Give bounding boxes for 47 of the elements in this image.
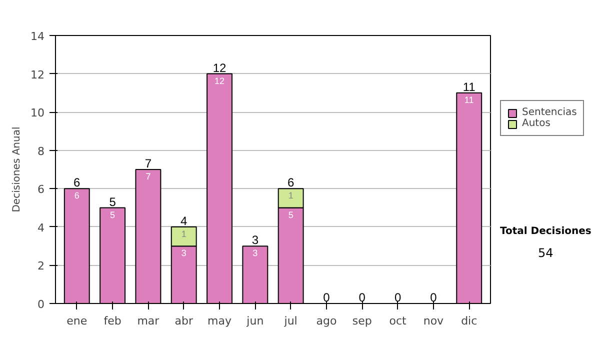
text: 54 bbox=[537, 245, 554, 262]
x-tick-label: jun bbox=[246, 314, 264, 328]
total-label: 7 bbox=[144, 156, 152, 170]
total-label: 0 bbox=[358, 290, 366, 304]
data-label: 11 bbox=[464, 94, 474, 105]
data-label: 7 bbox=[146, 172, 151, 182]
total-label: 0 bbox=[394, 290, 402, 304]
x-tick-label: sep bbox=[352, 314, 372, 328]
x-tick-label: mar bbox=[137, 314, 160, 328]
data-label: 5 bbox=[110, 210, 116, 220]
x-tick-label: feb bbox=[104, 314, 122, 328]
total-label: 4 bbox=[180, 214, 188, 228]
total-label: 0 bbox=[430, 290, 438, 304]
x-tick-label: ene bbox=[66, 314, 88, 328]
y-tick-label: 10 bbox=[30, 106, 45, 120]
x-tick-label: nov bbox=[423, 314, 444, 328]
total-label: 6 bbox=[287, 176, 294, 190]
legend-label: Sentencias bbox=[522, 107, 577, 118]
total-label: 12 bbox=[212, 60, 227, 75]
x-tick-label: may bbox=[208, 314, 232, 328]
y-tick-label: 6 bbox=[38, 183, 44, 196]
y-tick-label: 8 bbox=[38, 144, 44, 158]
data-label: 6 bbox=[74, 190, 80, 201]
x-tick-label: abr bbox=[174, 314, 194, 328]
y-tick-label: 4 bbox=[38, 221, 44, 234]
y-axis-title: Decisiones Anual bbox=[12, 126, 23, 212]
data-label: 5 bbox=[288, 210, 294, 220]
x-tick-label: ago bbox=[316, 314, 337, 328]
total-label: 5 bbox=[109, 194, 116, 209]
data-label: 1 bbox=[288, 190, 294, 201]
x-tick-label: oct bbox=[389, 314, 408, 328]
total-label: 11 bbox=[462, 80, 476, 94]
data-label: 3 bbox=[252, 248, 258, 258]
x-tick-label: dic bbox=[461, 314, 478, 328]
total-label: 0 bbox=[323, 290, 330, 304]
y-tick-label: 2 bbox=[38, 260, 44, 273]
data-label: 12 bbox=[214, 76, 225, 86]
x-tick-label: jul bbox=[283, 314, 298, 328]
y-tick-label: 14 bbox=[30, 30, 45, 43]
data-label: 1 bbox=[181, 228, 186, 239]
text: Total Decisiones bbox=[500, 225, 592, 239]
y-tick-label: 0 bbox=[38, 298, 44, 311]
y-tick-label: 12 bbox=[30, 68, 45, 82]
total-label: 3 bbox=[252, 233, 259, 248]
data-label: 3 bbox=[181, 248, 186, 258]
total-label: 6 bbox=[74, 176, 81, 190]
legend-label: Autos bbox=[522, 118, 550, 129]
